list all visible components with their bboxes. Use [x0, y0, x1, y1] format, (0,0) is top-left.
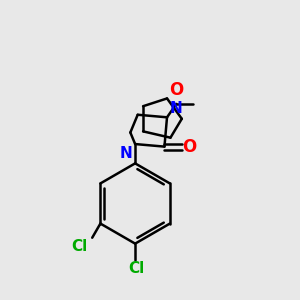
Text: N: N — [169, 101, 182, 116]
Text: Cl: Cl — [128, 262, 145, 277]
Text: Cl: Cl — [71, 239, 88, 254]
Text: O: O — [182, 138, 196, 156]
Text: N: N — [120, 146, 133, 160]
Text: O: O — [169, 81, 184, 99]
